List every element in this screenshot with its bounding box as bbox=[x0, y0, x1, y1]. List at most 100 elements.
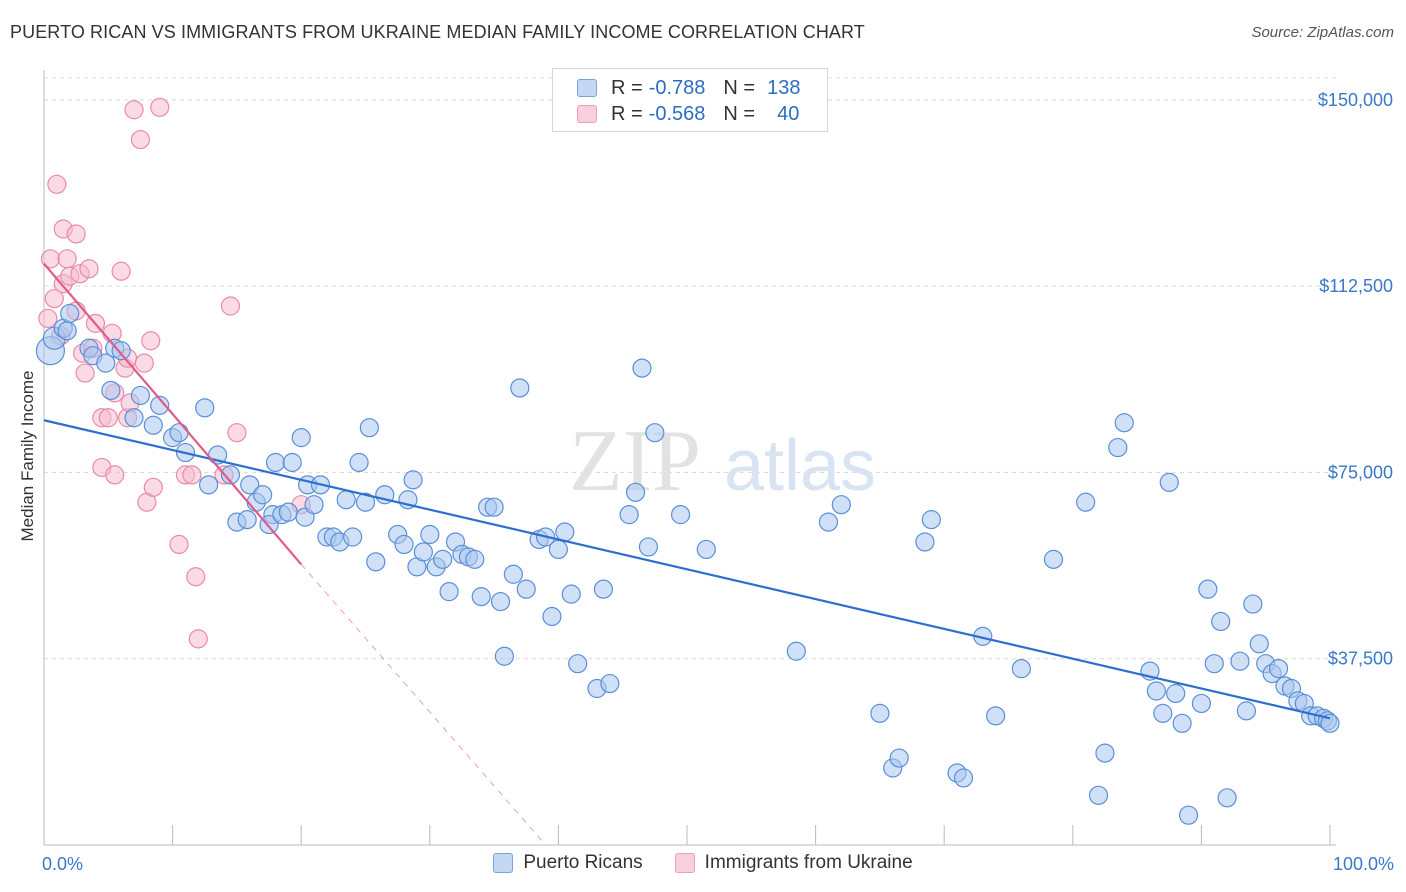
legend-item-immigrants-from-ukraine: Immigrants from Ukraine bbox=[674, 852, 913, 874]
data-point bbox=[625, 482, 646, 502]
legend-r-label: R = bbox=[611, 102, 643, 125]
data-point bbox=[1011, 659, 1031, 679]
data-point bbox=[786, 641, 806, 661]
data-point bbox=[253, 485, 273, 505]
data-point bbox=[1159, 472, 1179, 492]
data-point bbox=[1230, 651, 1250, 671]
data-point bbox=[96, 353, 116, 373]
correlation-legend: R = -0.788 N = 138 R = -0.568 N = 40 bbox=[552, 68, 828, 132]
y-axis-ticks: $37,500 $75,000 $112,500 $150,000 bbox=[1318, 90, 1393, 669]
data-point bbox=[240, 475, 260, 495]
data-point bbox=[79, 259, 99, 279]
data-point bbox=[1236, 701, 1257, 721]
legend-n-value: 40 bbox=[777, 102, 800, 125]
data-point bbox=[38, 308, 58, 329]
data-point bbox=[1178, 805, 1199, 825]
data-point bbox=[645, 423, 665, 443]
data-point bbox=[600, 673, 620, 694]
data-point bbox=[124, 100, 144, 120]
trend-lines bbox=[43, 263, 1331, 846]
data-point bbox=[355, 492, 376, 512]
data-point bbox=[1211, 611, 1231, 632]
data-point bbox=[282, 452, 302, 473]
data-point bbox=[75, 363, 95, 383]
data-point bbox=[169, 534, 189, 555]
data-point bbox=[105, 465, 125, 485]
y-tick-label: $37,500 bbox=[1328, 649, 1393, 669]
data-point bbox=[510, 378, 530, 398]
data-point bbox=[889, 748, 909, 768]
trend-extension-immigrants-from-ukraine bbox=[300, 563, 546, 846]
data-point bbox=[265, 452, 286, 473]
data-point bbox=[227, 423, 247, 443]
y-axis-label: Median Family Income bbox=[18, 370, 37, 541]
watermark: ZIP atlas bbox=[569, 413, 876, 510]
data-point bbox=[111, 341, 131, 361]
gridlines bbox=[44, 77, 1336, 660]
data-point bbox=[503, 564, 523, 584]
data-point bbox=[1095, 743, 1115, 763]
data-point bbox=[638, 537, 659, 557]
data-point bbox=[394, 534, 414, 555]
data-point bbox=[111, 261, 131, 281]
data-point bbox=[921, 510, 941, 530]
data-point bbox=[150, 97, 170, 117]
data-point bbox=[44, 288, 64, 309]
data-point bbox=[186, 567, 206, 587]
data-point bbox=[169, 423, 189, 443]
data-point bbox=[220, 465, 241, 485]
legend-swatch-pink bbox=[674, 853, 695, 873]
y-tick-label: $150,000 bbox=[1318, 90, 1393, 110]
data-point bbox=[1088, 785, 1109, 805]
data-point bbox=[484, 497, 504, 517]
data-point bbox=[516, 579, 536, 599]
data-point bbox=[1243, 594, 1263, 614]
data-point bbox=[1172, 713, 1192, 733]
data-point bbox=[60, 303, 80, 324]
watermark-atlas: atlas bbox=[724, 426, 876, 506]
legend-label-puerto-ricans: Puerto Ricans bbox=[523, 852, 643, 873]
data-point bbox=[555, 522, 575, 542]
data-point bbox=[66, 224, 86, 244]
chart-title: PUERTO RICAN VS IMMIGRANTS FROM UKRAINE … bbox=[10, 22, 865, 42]
data-point bbox=[150, 395, 170, 415]
data-point bbox=[632, 358, 652, 378]
data-point bbox=[490, 591, 511, 612]
data-point bbox=[1320, 713, 1340, 733]
data-point bbox=[134, 353, 154, 373]
y-tick-label: $112,500 bbox=[1319, 276, 1393, 296]
legend-r-value: -0.788 bbox=[648, 76, 706, 99]
data-point bbox=[1146, 681, 1166, 701]
data-point bbox=[561, 584, 581, 604]
data-point bbox=[494, 646, 514, 666]
data-point bbox=[349, 452, 369, 473]
legend-swatch-blue bbox=[493, 853, 514, 873]
x-axis: 0.0% 100.0% bbox=[42, 70, 1394, 874]
legend-r-value: -0.568 bbox=[648, 102, 706, 125]
data-point bbox=[1076, 492, 1096, 512]
data-point bbox=[471, 587, 491, 607]
data-point bbox=[220, 296, 241, 316]
data-point bbox=[130, 385, 151, 406]
data-point bbox=[291, 428, 311, 448]
source-attribution: Source: ZipAtlas.com bbox=[1251, 24, 1394, 41]
data-point bbox=[143, 477, 163, 497]
data-point bbox=[870, 703, 890, 723]
data-point bbox=[57, 321, 77, 341]
data-point bbox=[696, 539, 716, 560]
data-point bbox=[465, 549, 485, 569]
series-immigrants-from-ukraine bbox=[38, 97, 311, 649]
data-point bbox=[593, 579, 614, 599]
trend-line-puerto-ricans bbox=[43, 419, 1331, 720]
data-point bbox=[1198, 579, 1218, 599]
data-point bbox=[1114, 413, 1134, 433]
trend-line-immigrants-from-ukraine bbox=[43, 263, 303, 566]
data-point bbox=[1191, 693, 1212, 714]
data-point bbox=[915, 532, 935, 552]
data-point bbox=[1268, 659, 1289, 679]
data-point bbox=[1249, 634, 1269, 654]
data-point bbox=[433, 549, 453, 569]
data-point bbox=[336, 490, 356, 510]
legend-swatch-blue bbox=[577, 79, 597, 97]
